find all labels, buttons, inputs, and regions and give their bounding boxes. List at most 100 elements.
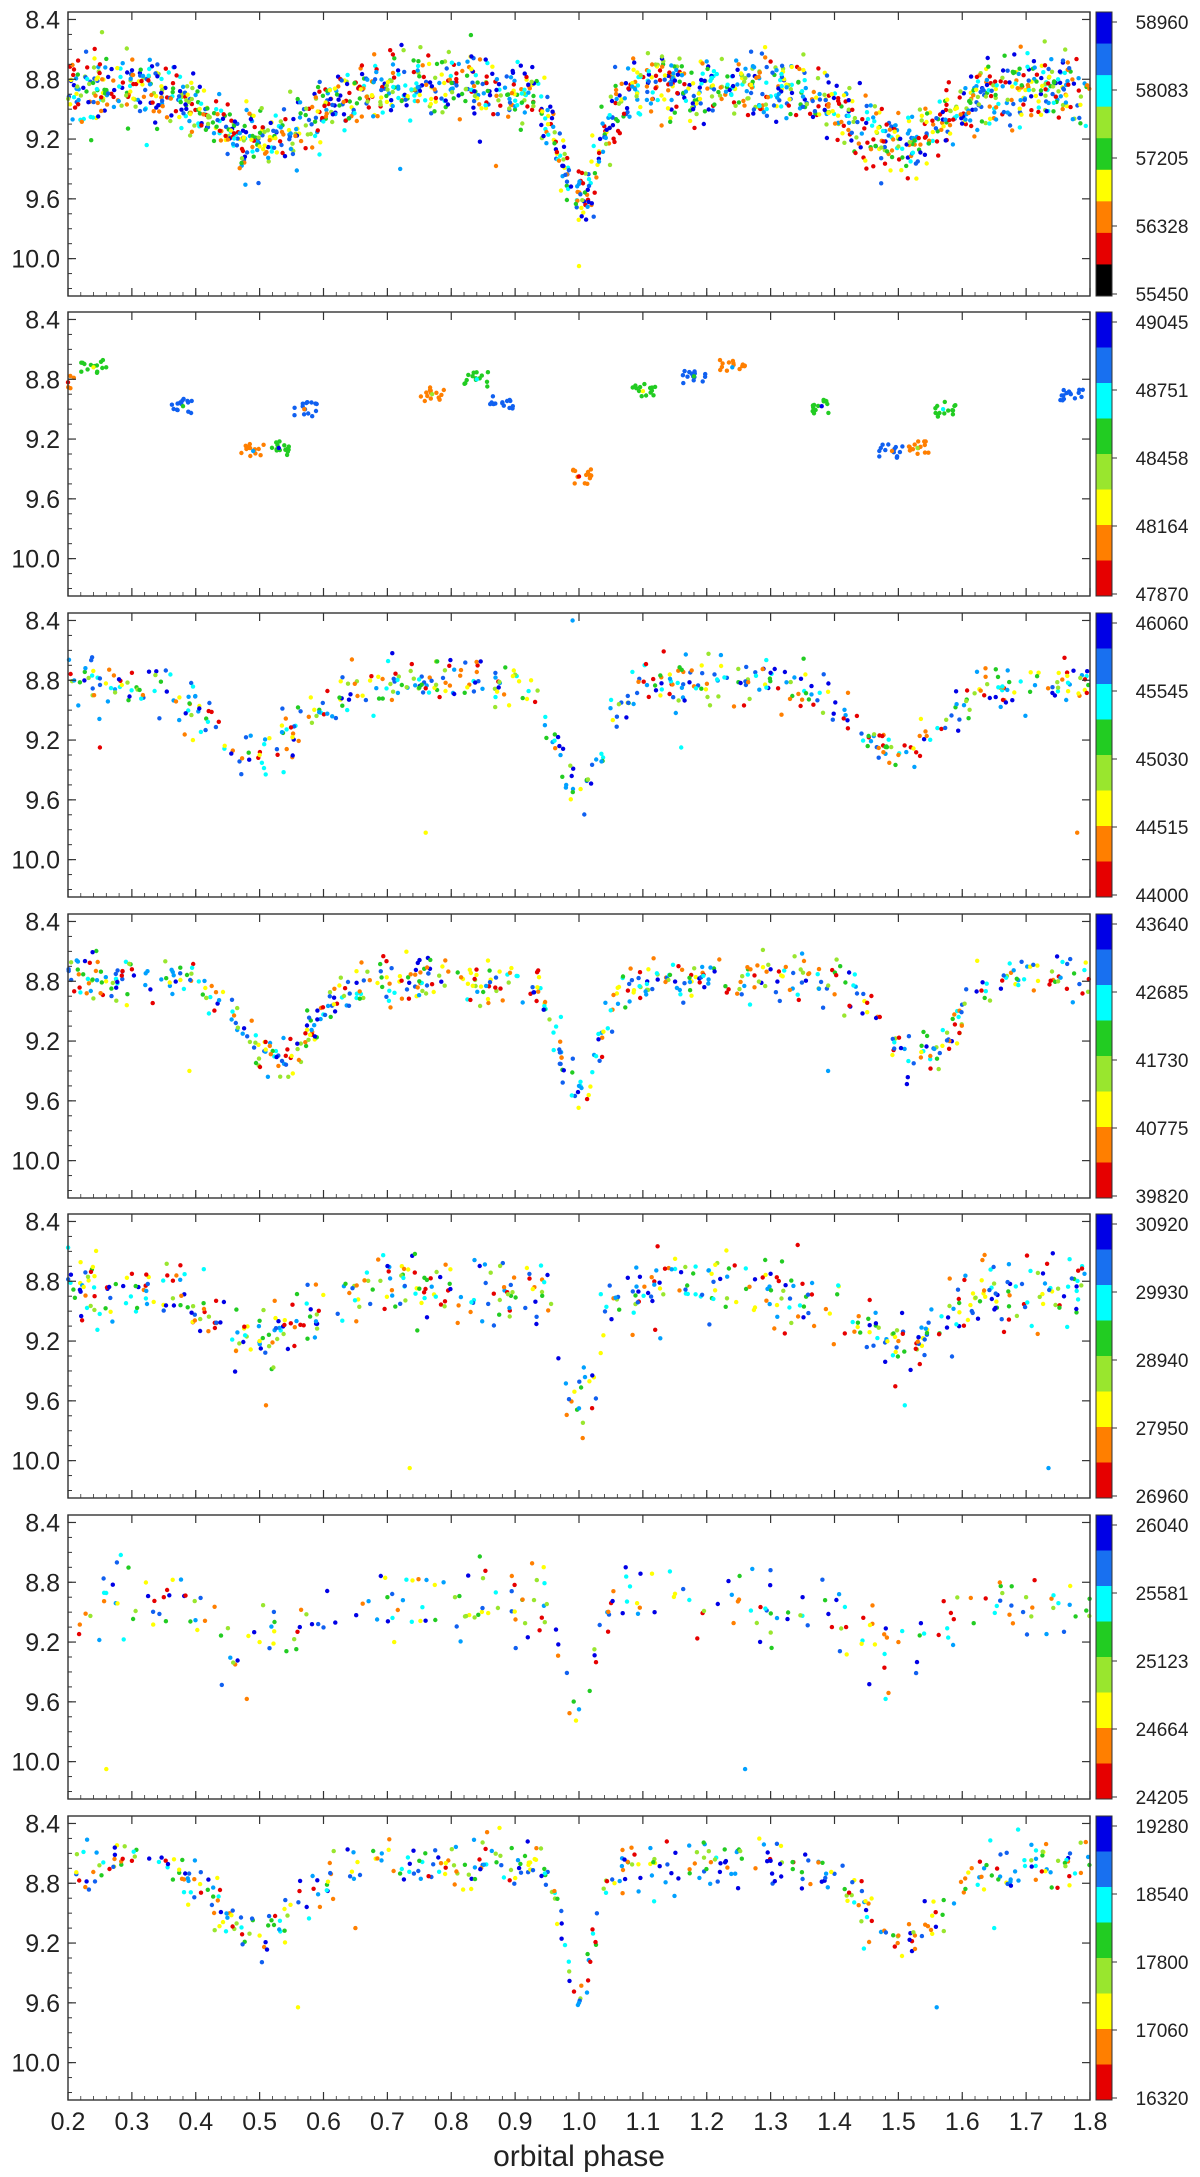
data-point xyxy=(470,374,475,379)
data-point xyxy=(890,1353,896,1358)
data-point xyxy=(203,127,209,132)
data-point xyxy=(967,707,972,712)
data-point xyxy=(961,91,966,96)
data-point xyxy=(1068,392,1074,397)
data-point xyxy=(189,129,195,134)
data-point xyxy=(714,71,719,77)
data-point xyxy=(667,1569,673,1574)
data-point xyxy=(1000,75,1005,81)
data-point xyxy=(354,1283,359,1288)
data-point xyxy=(378,969,383,974)
colorbar-tick-label: 28940 xyxy=(1136,1351,1189,1372)
data-point xyxy=(983,674,988,679)
data-point xyxy=(939,1314,944,1319)
data-point xyxy=(701,1608,707,1614)
data-point xyxy=(456,1303,461,1308)
data-point xyxy=(1083,960,1088,965)
data-point xyxy=(493,163,499,169)
data-point xyxy=(570,789,575,795)
data-point xyxy=(953,403,958,408)
data-point xyxy=(1056,89,1061,94)
data-point xyxy=(168,672,173,677)
data-point xyxy=(764,64,769,70)
data-point xyxy=(532,699,538,705)
data-point xyxy=(77,985,82,990)
data-point xyxy=(871,164,876,169)
data-point xyxy=(842,140,847,145)
data-point xyxy=(600,121,605,126)
colorbar-segment xyxy=(1096,1356,1112,1392)
data-point xyxy=(98,969,104,974)
data-point xyxy=(473,680,478,685)
data-point xyxy=(252,124,257,130)
data-point xyxy=(975,79,981,84)
data-point xyxy=(637,970,643,975)
data-point xyxy=(1070,77,1075,82)
data-point xyxy=(805,1292,811,1297)
data-point xyxy=(265,1074,271,1080)
data-point xyxy=(1076,1268,1081,1273)
data-point xyxy=(263,1039,268,1045)
data-point xyxy=(178,1263,183,1268)
data-point xyxy=(1085,669,1090,674)
data-point xyxy=(699,81,704,86)
data-point xyxy=(646,72,652,77)
data-point xyxy=(605,1026,610,1031)
data-point xyxy=(583,171,588,176)
data-point xyxy=(1011,101,1016,107)
data-point xyxy=(959,1023,964,1028)
data-point xyxy=(357,989,362,994)
data-point xyxy=(1064,93,1069,98)
data-point xyxy=(189,712,194,718)
data-point xyxy=(1034,79,1039,84)
data-point xyxy=(240,1031,245,1036)
data-point xyxy=(617,1307,622,1312)
data-point xyxy=(386,1269,391,1274)
data-point xyxy=(361,978,366,983)
data-point xyxy=(737,366,742,372)
data-point xyxy=(768,679,773,684)
data-point xyxy=(336,84,341,89)
data-point xyxy=(309,1027,314,1033)
data-point xyxy=(458,673,463,678)
data-point xyxy=(917,753,923,759)
data-point xyxy=(205,719,211,724)
data-point xyxy=(360,693,365,698)
data-point xyxy=(445,102,451,107)
data-point xyxy=(437,694,442,700)
data-point xyxy=(690,107,696,112)
data-point xyxy=(259,106,264,111)
colorbar-tick-label: 45030 xyxy=(1136,750,1189,771)
data-point xyxy=(123,959,129,964)
data-point xyxy=(1010,1621,1016,1626)
data-point xyxy=(687,680,692,685)
data-point xyxy=(524,74,529,80)
data-point xyxy=(501,1285,507,1290)
colorbar-tick-label: 44000 xyxy=(1136,886,1189,907)
data-point xyxy=(643,989,648,994)
data-point xyxy=(577,1379,582,1384)
data-point xyxy=(446,969,451,974)
data-point xyxy=(730,358,736,364)
y-tick-label: 10.0 xyxy=(11,847,60,875)
data-point xyxy=(476,1612,481,1618)
data-point xyxy=(589,159,594,164)
data-point xyxy=(83,1293,88,1298)
data-point xyxy=(957,717,962,722)
data-point xyxy=(349,657,355,662)
data-point xyxy=(1085,83,1090,88)
data-point xyxy=(417,92,422,98)
data-point xyxy=(179,1293,184,1299)
data-point xyxy=(989,1296,994,1302)
data-point xyxy=(816,966,822,972)
data-point xyxy=(1068,1583,1073,1589)
data-point xyxy=(542,1581,547,1586)
data-point xyxy=(108,1309,113,1315)
data-point xyxy=(520,1000,525,1005)
data-point xyxy=(600,755,606,760)
data-point xyxy=(692,125,697,131)
data-point xyxy=(495,111,500,117)
data-point xyxy=(719,364,725,370)
data-point xyxy=(806,1310,811,1316)
colorbar-segment xyxy=(1096,454,1112,490)
